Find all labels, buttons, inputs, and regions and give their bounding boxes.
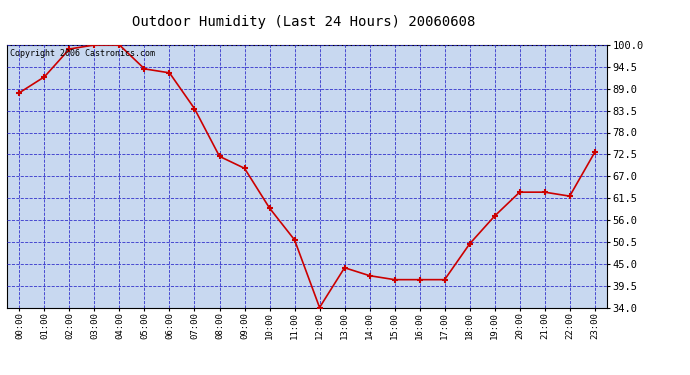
Text: Outdoor Humidity (Last 24 Hours) 20060608: Outdoor Humidity (Last 24 Hours) 2006060… xyxy=(132,15,475,29)
Text: Copyright 2006 Castronics.com: Copyright 2006 Castronics.com xyxy=(10,49,155,58)
